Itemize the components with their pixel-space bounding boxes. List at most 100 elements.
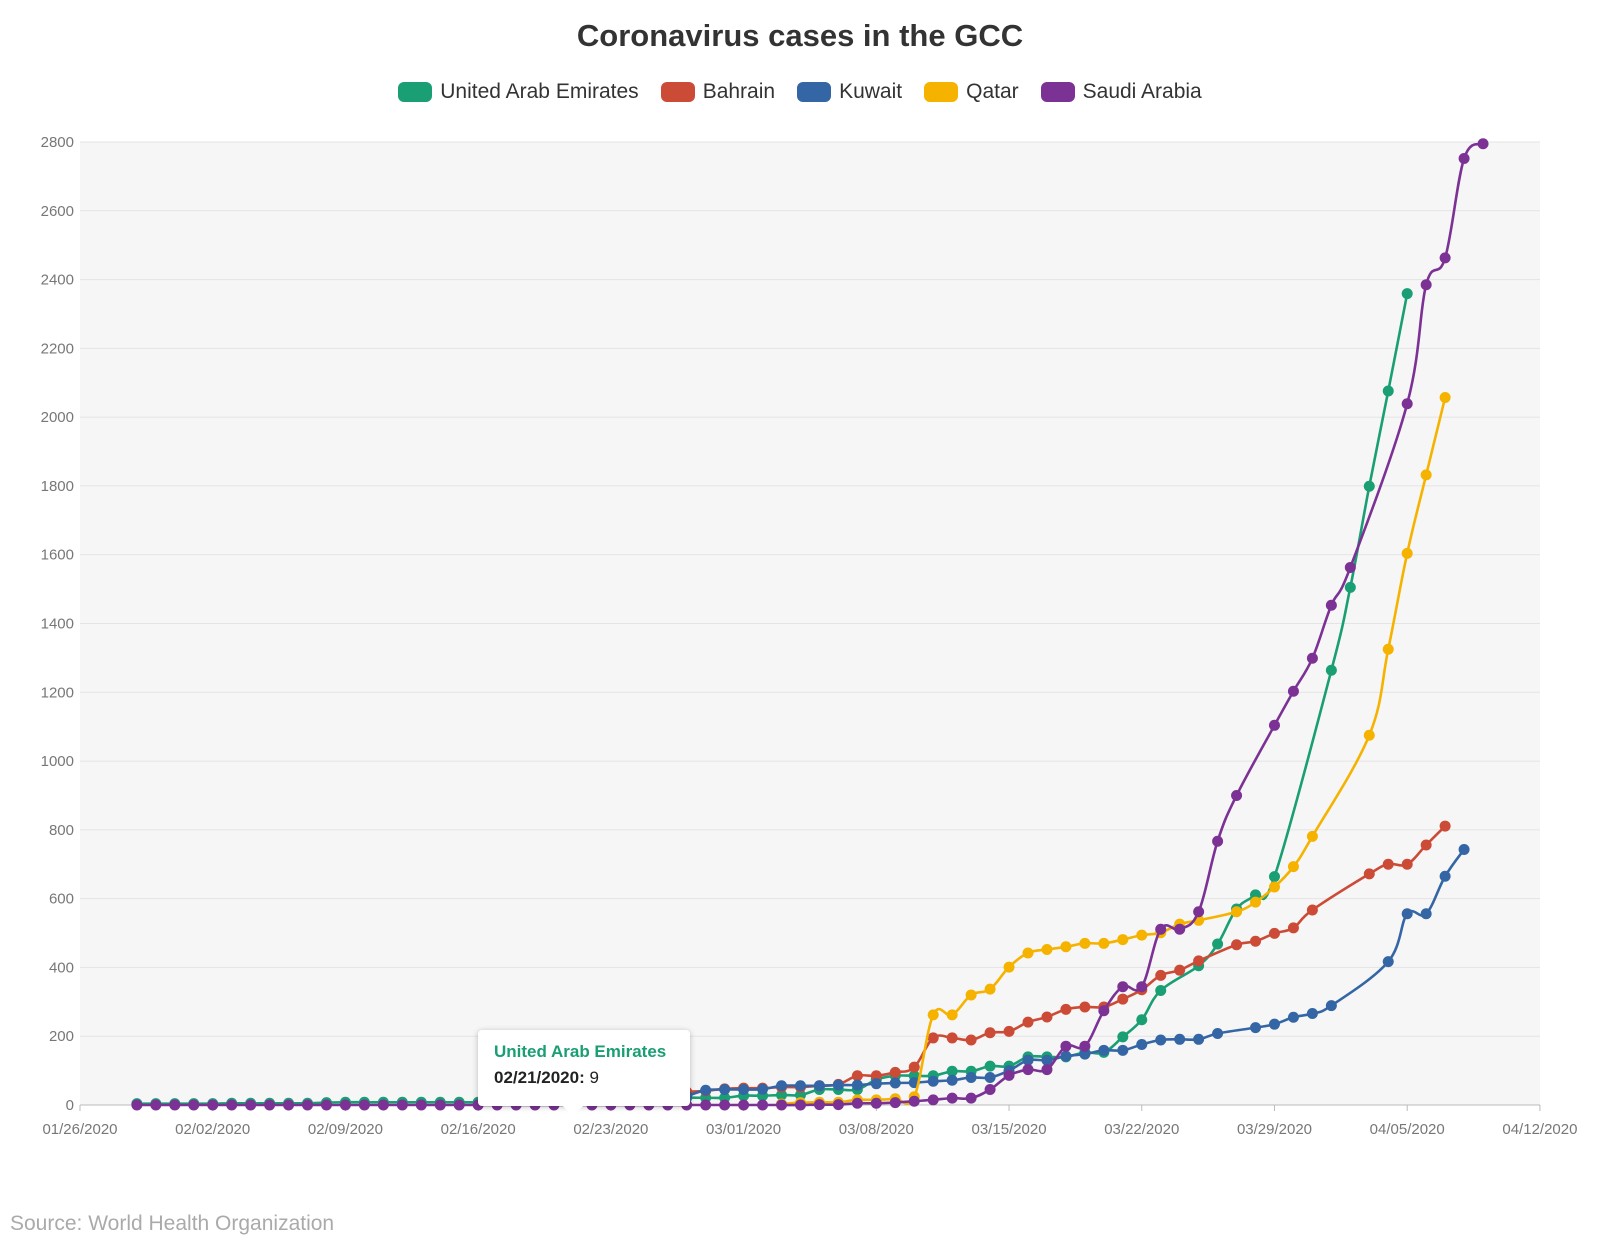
data-point <box>1041 1064 1052 1075</box>
tooltip-line: 02/21/2020: 9 <box>494 1068 674 1088</box>
data-point <box>985 1072 996 1083</box>
x-tick-label: 03/01/2020 <box>706 1121 781 1138</box>
data-point <box>985 1027 996 1038</box>
data-point <box>1155 985 1166 996</box>
data-point <box>719 1100 730 1111</box>
data-point <box>1345 582 1356 593</box>
data-point <box>1288 922 1299 933</box>
data-point <box>1402 288 1413 299</box>
x-tick-label: 03/22/2020 <box>1104 1121 1179 1138</box>
y-tick-label: 2800 <box>41 134 74 151</box>
data-point <box>1041 944 1052 955</box>
data-point <box>776 1100 787 1111</box>
tooltip-value: 9 <box>589 1068 598 1087</box>
data-point <box>1023 1064 1034 1075</box>
data-point <box>1250 1022 1261 1033</box>
data-point <box>852 1080 863 1091</box>
data-point <box>1079 1001 1090 1012</box>
data-point <box>1345 562 1356 573</box>
x-tick-label: 03/08/2020 <box>839 1121 914 1138</box>
data-point <box>1079 1041 1090 1052</box>
data-point <box>1212 1028 1223 1039</box>
y-tick-label: 2200 <box>41 340 74 357</box>
data-point <box>435 1100 446 1111</box>
data-point <box>1440 821 1451 832</box>
data-point <box>340 1100 351 1111</box>
y-tick-label: 2400 <box>41 272 74 289</box>
data-point <box>1459 153 1470 164</box>
line-chart: 0 200 400 600 800 1000 1200 1400 1600 1800 2000 220… <box>0 0 1600 1200</box>
data-point <box>1440 871 1451 882</box>
data-point <box>1383 386 1394 397</box>
data-point <box>1402 859 1413 870</box>
data-point <box>757 1100 768 1111</box>
x-tick-label: 04/05/2020 <box>1370 1121 1445 1138</box>
tooltip-series: United Arab Emirates <box>494 1042 674 1062</box>
data-point <box>1421 279 1432 290</box>
data-point <box>1098 938 1109 949</box>
data-point <box>131 1100 142 1111</box>
data-point <box>909 1062 920 1073</box>
data-point <box>1212 939 1223 950</box>
data-point <box>1383 644 1394 655</box>
data-point <box>966 1072 977 1083</box>
data-point <box>397 1100 408 1111</box>
data-point <box>1060 1004 1071 1015</box>
data-point <box>1060 1041 1071 1052</box>
x-tick-label: 02/09/2020 <box>308 1121 383 1138</box>
data-point <box>1402 908 1413 919</box>
data-point <box>1060 1051 1071 1062</box>
data-point <box>700 1100 711 1111</box>
data-point <box>1307 653 1318 664</box>
data-point <box>966 989 977 1000</box>
data-point <box>1421 839 1432 850</box>
data-point <box>1383 859 1394 870</box>
data-point <box>321 1100 332 1111</box>
data-point <box>928 1009 939 1020</box>
data-point <box>226 1100 237 1111</box>
data-point <box>1421 469 1432 480</box>
tooltip-date: 02/21/2020: <box>494 1068 585 1087</box>
data-point <box>1193 1034 1204 1045</box>
data-point <box>1364 868 1375 879</box>
data-point <box>1079 938 1090 949</box>
data-point <box>947 1093 958 1104</box>
data-point <box>966 1093 977 1104</box>
data-point <box>700 1085 711 1096</box>
data-point <box>1155 1034 1166 1045</box>
data-point <box>795 1100 806 1111</box>
data-point <box>795 1080 806 1091</box>
data-point <box>1231 939 1242 950</box>
data-point <box>719 1084 730 1095</box>
data-point <box>1117 1045 1128 1056</box>
data-point <box>1193 955 1204 966</box>
data-point <box>1440 252 1451 263</box>
data-point <box>207 1100 218 1111</box>
data-point <box>1364 730 1375 741</box>
data-point <box>1004 1026 1015 1037</box>
data-point <box>1155 924 1166 935</box>
data-point <box>1004 962 1015 973</box>
data-point <box>985 1084 996 1095</box>
data-point <box>1174 1034 1185 1045</box>
data-point <box>1193 906 1204 917</box>
data-point <box>1269 928 1280 939</box>
data-point <box>890 1067 901 1078</box>
data-point <box>1250 936 1261 947</box>
data-point <box>1060 941 1071 952</box>
source-note: Source: World Health Organization <box>10 1212 334 1236</box>
data-point <box>833 1099 844 1110</box>
data-point <box>1117 981 1128 992</box>
data-point <box>1288 686 1299 697</box>
data-point <box>928 1032 939 1043</box>
data-point <box>1098 1005 1109 1016</box>
y-tick-label: 1600 <box>41 547 74 564</box>
data-point <box>1307 831 1318 842</box>
data-point <box>1326 1000 1337 1011</box>
data-point <box>1155 970 1166 981</box>
x-tick-label: 02/02/2020 <box>175 1121 250 1138</box>
data-point <box>871 1098 882 1109</box>
data-point <box>302 1100 313 1111</box>
data-point <box>169 1100 180 1111</box>
data-point <box>833 1080 844 1091</box>
